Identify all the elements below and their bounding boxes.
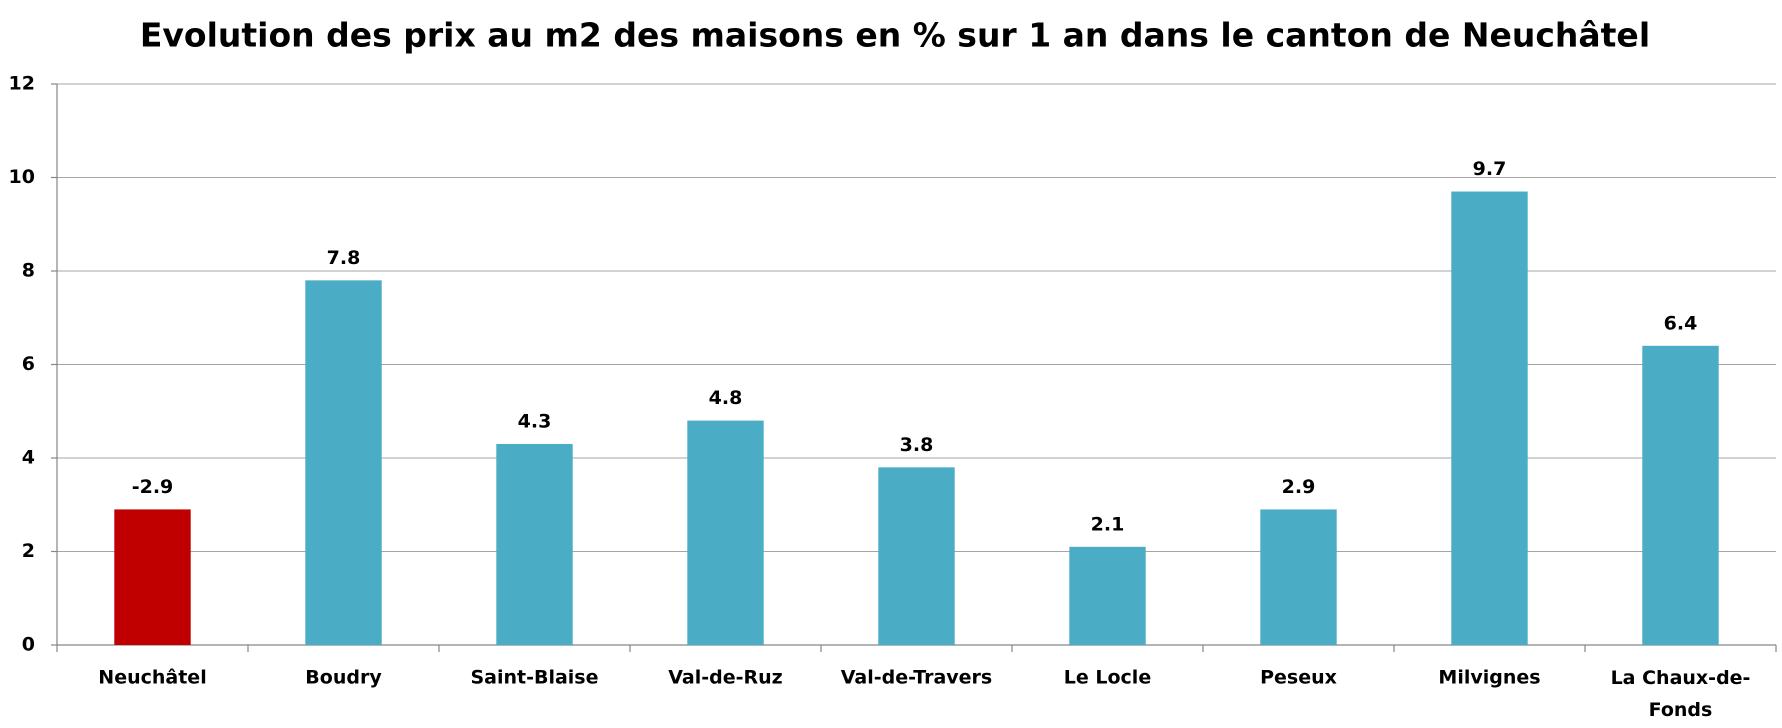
y-tick-label: 6 — [22, 353, 35, 375]
x-tick-label: Val-de-Ruz — [668, 667, 782, 689]
bar — [687, 420, 764, 645]
value-label: 2.1 — [1091, 513, 1125, 535]
y-tick-label: 10 — [9, 166, 35, 188]
bar — [1260, 509, 1337, 645]
value-label: 7.8 — [327, 247, 361, 269]
x-tick-label: Le Locle — [1064, 667, 1151, 689]
value-label: 3.8 — [900, 434, 934, 456]
value-label: 9.7 — [1473, 158, 1507, 180]
value-label: 4.3 — [518, 410, 552, 432]
y-tick-label: 0 — [22, 634, 35, 656]
y-tick-label: 8 — [22, 260, 35, 282]
value-label: 2.9 — [1282, 476, 1316, 498]
bar — [1069, 546, 1146, 645]
x-tick-label: Saint-Blaise — [470, 667, 598, 689]
y-tick-label: 4 — [22, 447, 35, 469]
value-label: 6.4 — [1664, 312, 1698, 334]
x-tick-label: Milvignes — [1438, 667, 1540, 689]
bar — [114, 509, 191, 645]
value-label: -2.9 — [132, 476, 174, 498]
y-tick-label: 2 — [22, 540, 35, 562]
value-label: 4.8 — [709, 387, 743, 409]
chart-title: Evolution des prix au m2 des maisons en … — [140, 16, 1650, 55]
bar — [1451, 191, 1528, 645]
bar — [305, 280, 382, 645]
x-tick-label: Peseux — [1260, 667, 1337, 689]
x-tick-label: Neuchâtel — [98, 667, 206, 689]
x-tick-label: Val-de-Travers — [841, 667, 992, 689]
x-tick-label: La Chaux-de-Fonds — [1611, 667, 1751, 721]
bar — [878, 467, 955, 645]
bar — [1642, 345, 1719, 645]
bar — [496, 443, 573, 645]
y-tick-label: 12 — [9, 73, 35, 95]
x-tick-label: Boudry — [305, 667, 382, 689]
